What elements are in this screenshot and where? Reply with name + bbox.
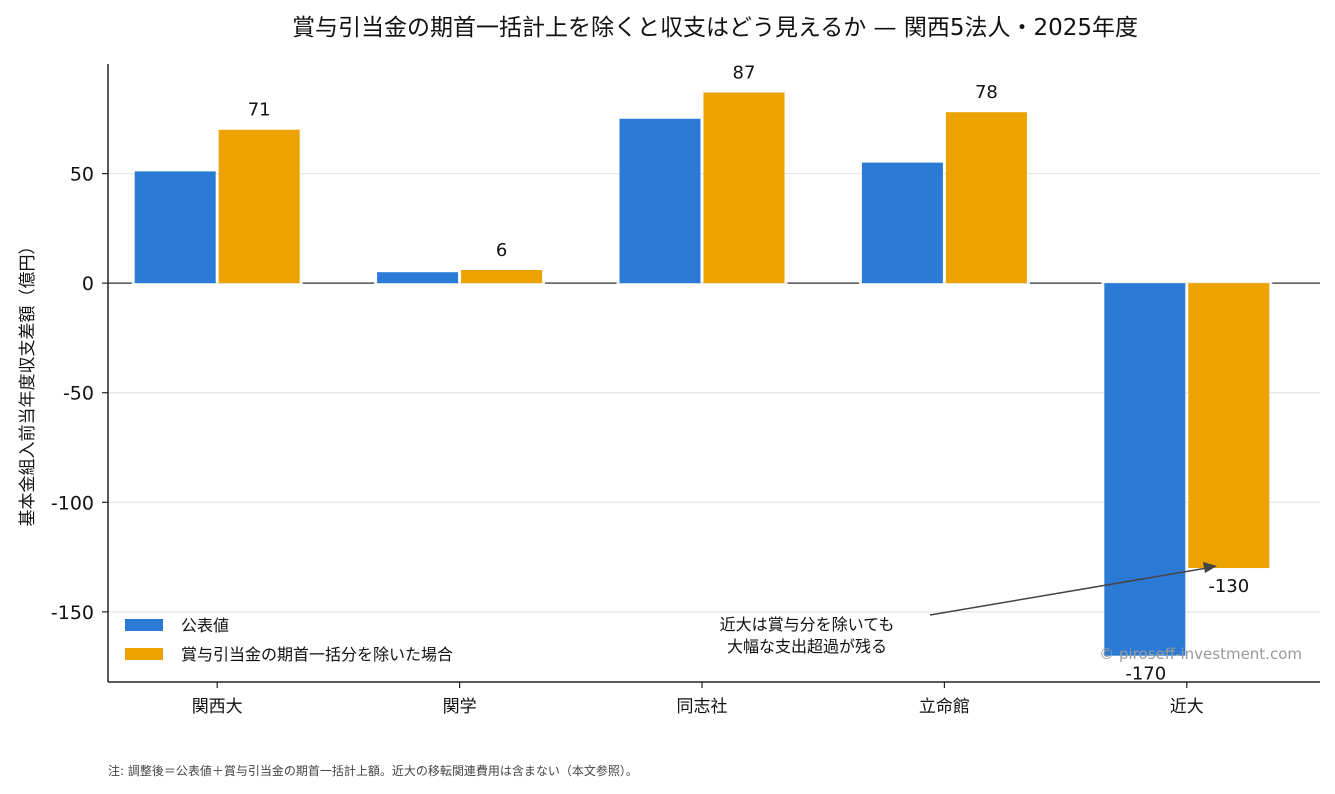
data-label: 71 <box>248 100 271 121</box>
bar-published <box>619 118 701 284</box>
annotation-line-1: 近大は賞与分を除いても <box>720 615 895 634</box>
bar-published <box>1104 283 1186 656</box>
y-tick-label: -100 <box>51 492 94 514</box>
bar-adjusted <box>703 92 785 284</box>
data-label: 87 <box>733 62 756 83</box>
legend-label-adjusted: 賞与引当金の期首一括分を除いた場合 <box>181 645 453 664</box>
x-tick-label: 立命館 <box>919 697 970 717</box>
x-categories: 関西大 関学 同志社 立命館 近大 <box>192 682 1204 717</box>
x-tick-label: 関西大 <box>192 697 243 717</box>
chart-title: 賞与引当金の期首一括計上を除くと収支はどう見えるか — 関西5法人・2025年度 <box>292 15 1138 41</box>
legend-label-published: 公表値 <box>181 616 229 635</box>
y-tick-label: 0 <box>82 273 94 295</box>
data-label: 78 <box>975 82 998 103</box>
bar-published <box>377 272 459 284</box>
y-tick-label: -50 <box>63 383 94 405</box>
x-tick-label: 近大 <box>1170 697 1204 717</box>
data-label: 6 <box>496 240 507 261</box>
bar-published <box>134 171 216 284</box>
y-tick-label: -150 <box>51 602 94 624</box>
legend: 公表値 賞与引当金の期首一括分を除いた場合 <box>125 616 453 664</box>
bars <box>134 92 1270 656</box>
y-tick-label: 50 <box>70 164 94 186</box>
credit-text: © piroseff-investment.com <box>1099 645 1302 663</box>
footnote: 注: 調整後＝公表値＋賞与引当金の期首一括計上額。近大の移転関連費用は含まない（… <box>108 763 638 778</box>
bar-adjusted <box>461 270 543 284</box>
annotation-line-2: 大幅な支出超過が残る <box>727 637 887 656</box>
y-ticks: 50 0 -50 -100 -150 <box>51 164 108 624</box>
bar-adjusted <box>218 129 300 284</box>
bar-adjusted <box>945 112 1027 284</box>
legend-swatch-published <box>125 619 163 631</box>
annotation-arrowhead <box>1203 562 1217 573</box>
y-axis-label: 基本金組入前当年度収支差額（億円） <box>18 238 38 527</box>
x-tick-label: 同志社 <box>677 697 728 717</box>
legend-swatch-adjusted <box>125 648 163 660</box>
data-label: -170 <box>1125 664 1166 685</box>
bar-published <box>861 162 943 284</box>
bar-adjusted <box>1188 283 1270 569</box>
annotation-arrow <box>929 567 1208 616</box>
data-labels: 71 6 87 78 -130 -170 <box>248 62 1249 684</box>
annotation: 近大は賞与分を除いても 大幅な支出超過が残る <box>720 562 1217 656</box>
x-tick-label: 関学 <box>443 697 477 717</box>
data-label: -130 <box>1208 576 1249 597</box>
